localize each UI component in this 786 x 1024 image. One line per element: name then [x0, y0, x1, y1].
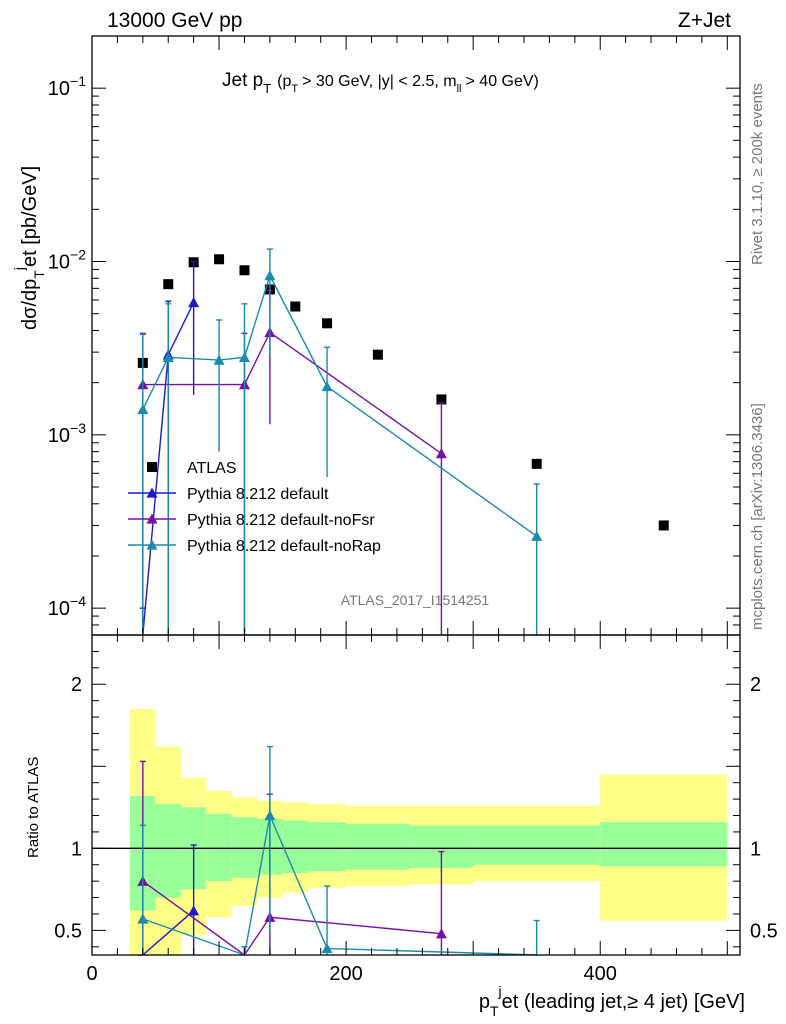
band-inner	[282, 820, 308, 873]
band-inner	[155, 804, 181, 898]
axes: 10−4 10−3 10−2 10−1 0 200 400 0.5 0.5 1 1 2 2	[48, 35, 778, 985]
data-point-data	[290, 301, 301, 312]
data-point-data	[531, 458, 542, 469]
ratio-y-tick-label-right: 1	[750, 838, 761, 860]
data-point-data	[214, 254, 225, 265]
marker-noRap	[137, 403, 149, 415]
band-inner	[346, 823, 410, 870]
ratio-frame	[91, 634, 741, 956]
mcplots-reference: mcplots.cern.ch [arXiv:1306.3436]	[749, 403, 766, 630]
band-inner	[231, 817, 258, 878]
data-point-data	[436, 394, 447, 405]
analysis-watermark: ATLAS_2017_I1514251	[341, 592, 490, 608]
data-point-data	[322, 318, 333, 329]
legend-label-data: ATLAS	[187, 460, 237, 477]
band-inner	[206, 813, 232, 882]
ratio-y-axis-label: Ratio to ATLAS	[25, 757, 42, 858]
legend-label-noRap: Pythia 8.212 default-noRap	[187, 538, 381, 555]
legend-label-noFsr: Pythia 8.212 default-noFsr	[187, 512, 375, 529]
ratio-marker-noFsr	[435, 928, 447, 939]
band-inner	[473, 825, 601, 865]
series-line-noFsr	[142, 331, 442, 455]
marker-noRap	[264, 270, 276, 281]
rivet-version: Rivet 3.1.10, ≥ 200k events	[749, 83, 766, 265]
ratio-marker-noRap	[264, 810, 276, 821]
marker-default	[188, 297, 200, 308]
ratio-marker-noRap	[321, 942, 333, 954]
legend: ATLAS Pythia 8.212 default Pythia 8.212 de…	[128, 460, 381, 555]
data-point-data	[163, 279, 174, 290]
legend-label-default: Pythia 8.212 default	[187, 486, 329, 503]
main-plot-marks	[137, 248, 669, 636]
ratio-line-noFsr	[142, 880, 442, 956]
ratio-marker-default	[188, 905, 200, 916]
data-point-data	[658, 520, 669, 531]
x-axis-label: pTjet (leading jet,≥ 4 jet) [GeV]	[479, 983, 745, 1019]
marker-noRap	[162, 351, 174, 362]
band-inner	[308, 822, 347, 872]
main-y-tick-label: 10−3	[48, 420, 86, 447]
marker-noRap	[531, 530, 543, 541]
data-point-data	[239, 265, 250, 276]
ratio-uncertainty-bands	[92, 708, 740, 955]
marker-noRap	[321, 381, 333, 392]
ratio-y-tick-label-left: 1	[71, 838, 82, 860]
legend-marker-default	[146, 487, 158, 498]
header-left: 13000 GeV pp	[107, 9, 242, 32]
ratio-y-tick-label-right: 2	[750, 674, 761, 696]
legend-marker-noFsr	[146, 513, 158, 524]
marker-noRap	[238, 351, 250, 362]
x-tick-label: 0	[86, 963, 97, 985]
plot-title: Jet pT (pT > 30 GeV, |y| < 2.5, mll > 40 Ge…	[222, 70, 539, 96]
ratio-y-tick-label-left: 0.5	[54, 920, 82, 942]
legend-marker-data	[147, 462, 157, 472]
legend-marker-noRap	[146, 539, 158, 550]
ratio-line-default	[142, 910, 195, 956]
ratio-plot-marks	[137, 745, 540, 956]
main-y-axis-label: dσ/dpTjet [pb/GeV]	[11, 166, 47, 330]
ratio-marker-noRap	[137, 913, 149, 924]
x-tick-label: 200	[329, 963, 362, 985]
marker-noFsr	[435, 448, 447, 459]
x-tick-label: 400	[584, 963, 617, 985]
main-y-tick-label: 10−4	[48, 593, 86, 620]
band-inner	[600, 822, 728, 867]
main-y-tick-label: 10−1	[48, 73, 86, 100]
marker-noRap	[213, 354, 225, 365]
ratio-y-tick-label-left: 2	[71, 674, 82, 696]
ratio-y-tick-label-right: 0.5	[750, 920, 778, 942]
data-point-data	[372, 349, 383, 360]
main-y-tick-label: 10−2	[48, 247, 86, 274]
header-right: Z+Jet	[678, 9, 731, 32]
